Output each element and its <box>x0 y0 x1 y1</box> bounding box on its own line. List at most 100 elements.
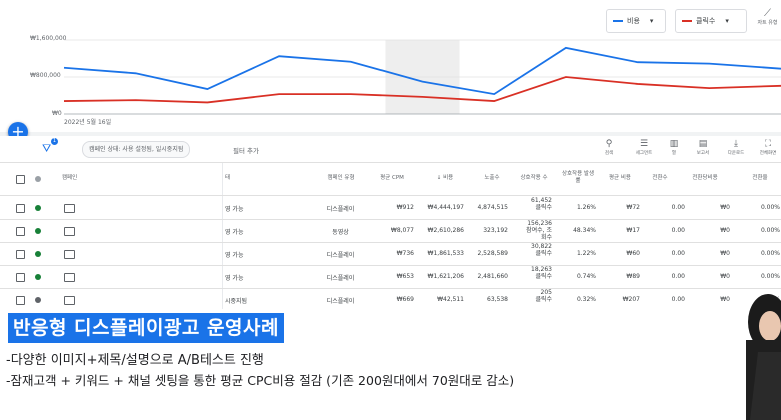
header-interactions[interactable]: 상호작용 수 <box>520 175 548 181</box>
status-cell: 영 가능 <box>225 229 244 236</box>
caption-line-1: -다양한 이미지+제목/설명으로 A/B테스트 진행 <box>6 353 264 368</box>
interactions-cell: 156,236 참여수, 조 회수 <box>510 220 552 241</box>
type-cell: 디스플레이 <box>326 206 355 213</box>
series-line-cost <box>63 46 781 96</box>
x-start-label: 2022년 5월 16일 <box>64 119 112 126</box>
search-icon: ⚲ <box>605 139 613 149</box>
header-avg-cost[interactable]: 평균 비용 <box>609 175 631 181</box>
impressions-cell: 63,538 <box>487 296 508 303</box>
series-line-clicks <box>63 76 781 104</box>
status-cell: 영 가능 <box>225 252 244 259</box>
conversions-cell: 0.00 <box>671 204 685 211</box>
avg-cost-cell: ₩60 <box>626 250 640 257</box>
interaction-rate-cell: 0.74% <box>576 273 596 280</box>
type-cell: 디스플레이 <box>326 275 355 282</box>
filter-icon[interactable]: ⛛ <box>42 142 52 155</box>
campaign-type-icon <box>64 204 75 213</box>
interaction-rate-cell: 48.34% <box>573 227 596 234</box>
header-conv-rate[interactable]: 전환율 <box>752 175 768 181</box>
legend-cost-selector[interactable]: 비용 ▾ <box>606 9 666 33</box>
add-filter-link[interactable]: 필터 추가 <box>233 147 259 155</box>
status-cell: 영 가능 <box>225 275 244 282</box>
header-status[interactable]: 태 <box>225 175 231 181</box>
interactions-value: 18,263 <box>531 266 552 273</box>
row-checkbox[interactable] <box>16 296 25 305</box>
header-cpm[interactable]: 평균 CPM <box>380 175 404 181</box>
chart-type-button[interactable]: ⟋ 자트 유형 <box>754 8 781 26</box>
avg-cost-cell: ₩72 <box>626 204 640 211</box>
cost-cell: ₩1,621,206 <box>427 273 464 280</box>
report-tool[interactable]: ▤ 보고서 <box>690 139 716 156</box>
interactions-cell: 205 클릭수 <box>510 289 552 303</box>
conv-rate-cell: 0.00% <box>760 204 780 211</box>
avg-cost-cell: ₩89 <box>626 273 640 280</box>
columns-icon: ▥ <box>669 139 679 149</box>
columns-tool[interactable]: ▥ 열 <box>661 139 687 156</box>
legend-clicks-selector[interactable]: 클릭수 ▾ <box>675 9 747 33</box>
conversions-cell: 0.00 <box>671 296 685 303</box>
segment-tool[interactable]: ☰ 세그먼트 <box>631 139 657 156</box>
interactions-value: 205 <box>540 289 552 296</box>
row-checkbox[interactable] <box>16 227 25 236</box>
search-tool[interactable]: ⚲ 검색 <box>596 139 622 156</box>
filter-count-badge: 1 <box>51 138 58 145</box>
fullscreen-tool[interactable]: ⛶ 전체화면 <box>755 139 781 156</box>
interactions-unit: 클릭수 <box>535 296 552 303</box>
cpm-cell: ₩669 <box>396 296 414 303</box>
tool-label: 보고서 <box>696 151 710 156</box>
impressions-cell: 2,481,660 <box>477 273 508 280</box>
table-row[interactable]: 영 가능 디스플레이 ₩912 ₩4,444,197 4,874,515 61,452 클릭… <box>0 196 781 220</box>
tool-label: 다운로드 <box>727 151 745 156</box>
header-conversions[interactable]: 전환수 <box>652 175 668 181</box>
interactions-unit: 클릭수 <box>535 273 552 280</box>
status-dot <box>35 297 41 303</box>
row-checkbox[interactable] <box>16 204 25 213</box>
report-icon: ▤ <box>698 139 708 149</box>
line-chart-svg <box>63 39 781 115</box>
impressions-cell: 4,874,515 <box>477 204 508 211</box>
legend-clicks-label: 클릭수 <box>696 17 716 25</box>
interaction-rate-cell: 1.22% <box>576 250 596 257</box>
interactions-value: 30,822 <box>531 243 552 250</box>
status-header-dot <box>35 176 41 182</box>
header-cost-per-conv[interactable]: 전환당비용 <box>692 175 718 181</box>
download-tool[interactable]: ⤓ 다운로드 <box>723 139 749 156</box>
header-interaction-rate[interactable]: 상호작용 발생률 <box>561 171 595 184</box>
cpm-cell: ₩736 <box>396 250 414 257</box>
header-impressions[interactable]: 노출수 <box>484 175 500 181</box>
header-type[interactable]: 캠페인 유형 <box>327 175 355 181</box>
cost-per-conv-cell: ₩0 <box>720 227 730 234</box>
header-campaign[interactable]: 캠페인 <box>62 175 78 181</box>
row-checkbox[interactable] <box>16 250 25 259</box>
tool-label: 세그먼트 <box>635 151 653 156</box>
chevron-down-icon: ▾ <box>725 17 729 25</box>
conversions-cell: 0.00 <box>671 250 685 257</box>
cpm-cell: ₩8,077 <box>390 227 414 234</box>
caption-line-2: -잠재고객 + 키워드 + 채널 셋팅을 통한 평균 CPC비용 절감 (기존 … <box>6 373 515 388</box>
impressions-cell: 323,192 <box>483 227 508 234</box>
column-divider <box>222 163 223 309</box>
cost-per-conv-cell: ₩0 <box>720 273 730 280</box>
row-checkbox[interactable] <box>16 273 25 282</box>
avg-cost-cell: ₩207 <box>622 296 640 303</box>
avg-cost-cell: ₩17 <box>626 227 640 234</box>
table-toolbar: ⛛ 1 캠페인 상태: 사용 설정됨, 일시중지됨 필터 추가 ⚲ 검색 ☰ 세그먼… <box>0 136 781 163</box>
y-tick-label: ₩0 <box>52 110 62 117</box>
chart-type-label: 자트 유형 <box>757 20 778 26</box>
type-cell: 디스플레이 <box>326 252 355 259</box>
conv-rate-cell: 0.00% <box>760 227 780 234</box>
tool-label: 검색 <box>604 151 614 156</box>
table-header: 캠페인 태 캠페인 유형 평균 CPM ↓ 비용 노출수 상호작용 수 상호작용… <box>0 163 781 196</box>
filter-chip[interactable]: 캠페인 상태: 사용 설정됨, 일시중지됨 <box>82 141 191 158</box>
status-dot <box>35 274 41 280</box>
y-tick-label: ₩800,000 <box>30 72 61 79</box>
select-all-checkbox[interactable] <box>16 175 25 184</box>
interactions-cell: 30,822 클릭수 <box>510 243 552 257</box>
header-cost[interactable]: ↓ 비용 <box>436 175 454 181</box>
table-row[interactable]: 영 가능 디스플레이 ₩736 ₩1,861,533 2,528,589 30,822 클릭… <box>0 242 781 266</box>
trend-icon: ⟋ <box>764 8 771 19</box>
table-row[interactable]: 영 가능 동영상 ₩8,077 ₩2,610,286 323,192 156,236 참여수… <box>0 219 781 243</box>
table-row[interactable]: 영 가능 디스플레이 ₩653 ₩1,621,206 2,481,660 18,263 클릭… <box>0 265 781 289</box>
interactions-value: 156,236 <box>527 220 552 227</box>
cost-per-conv-cell: ₩0 <box>720 250 730 257</box>
